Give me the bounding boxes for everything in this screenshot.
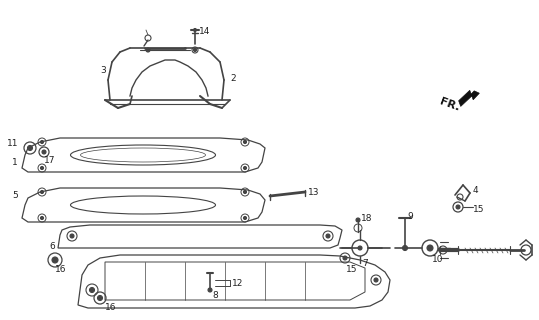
- Text: 13: 13: [308, 188, 320, 196]
- Circle shape: [244, 140, 246, 143]
- Text: 10: 10: [432, 255, 444, 265]
- Circle shape: [70, 234, 74, 238]
- Circle shape: [40, 140, 44, 143]
- Circle shape: [27, 146, 32, 150]
- Circle shape: [208, 288, 212, 292]
- Circle shape: [244, 166, 246, 170]
- Text: 12: 12: [232, 278, 244, 287]
- Circle shape: [358, 246, 362, 250]
- Text: 2: 2: [230, 74, 236, 83]
- Text: 3: 3: [100, 66, 106, 75]
- Text: FR.: FR.: [439, 97, 461, 113]
- Text: 1: 1: [12, 157, 18, 166]
- Text: 15: 15: [473, 204, 485, 213]
- Circle shape: [374, 278, 378, 282]
- Circle shape: [427, 245, 433, 251]
- Circle shape: [42, 150, 46, 154]
- Circle shape: [194, 49, 197, 52]
- Text: 16: 16: [55, 266, 66, 275]
- Circle shape: [98, 295, 102, 300]
- Text: 5: 5: [12, 190, 18, 199]
- Circle shape: [40, 166, 44, 170]
- Text: 8: 8: [212, 292, 218, 300]
- Circle shape: [244, 217, 246, 220]
- Circle shape: [403, 245, 407, 251]
- Text: 14: 14: [199, 27, 210, 36]
- Text: 9: 9: [407, 212, 413, 220]
- Text: 6: 6: [49, 242, 55, 251]
- Circle shape: [146, 48, 150, 52]
- Circle shape: [244, 190, 246, 194]
- Circle shape: [40, 217, 44, 220]
- Circle shape: [89, 287, 94, 292]
- Text: 18: 18: [361, 213, 372, 222]
- Circle shape: [40, 190, 44, 194]
- Text: 17: 17: [44, 156, 56, 164]
- Circle shape: [356, 218, 360, 222]
- Circle shape: [52, 257, 58, 263]
- Circle shape: [326, 234, 330, 238]
- Circle shape: [194, 28, 197, 31]
- Polygon shape: [459, 90, 479, 107]
- Text: 4: 4: [473, 186, 479, 195]
- Text: 11: 11: [6, 139, 18, 148]
- Circle shape: [456, 205, 460, 209]
- Text: 7: 7: [362, 260, 368, 268]
- Text: 15: 15: [346, 266, 357, 275]
- Circle shape: [343, 256, 347, 260]
- Text: 16: 16: [105, 303, 116, 313]
